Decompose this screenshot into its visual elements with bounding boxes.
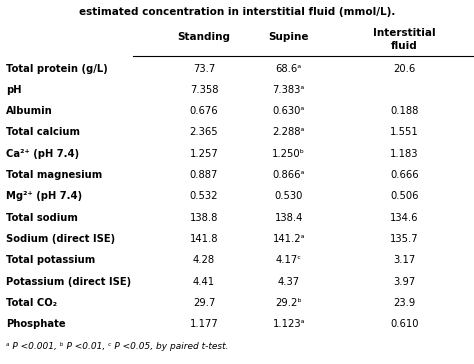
Text: 141.2ᵃ: 141.2ᵃ — [273, 234, 305, 244]
Text: pH: pH — [6, 85, 22, 95]
Text: 23.9: 23.9 — [393, 298, 415, 308]
Text: 1.551: 1.551 — [390, 127, 419, 138]
Text: 0.188: 0.188 — [390, 106, 419, 116]
Text: Albumin: Albumin — [6, 106, 53, 116]
Text: 2.365: 2.365 — [190, 127, 219, 138]
Text: 3.17: 3.17 — [393, 255, 415, 265]
Text: 4.41: 4.41 — [193, 277, 215, 286]
Text: Interstitial
fluid: Interstitial fluid — [373, 28, 436, 51]
Text: 0.630ᵃ: 0.630ᵃ — [273, 106, 305, 116]
Text: 3.97: 3.97 — [393, 277, 415, 286]
Text: 1.177: 1.177 — [190, 319, 219, 329]
Text: 135.7: 135.7 — [390, 234, 419, 244]
Text: 4.28: 4.28 — [193, 255, 215, 265]
Text: 0.506: 0.506 — [390, 191, 419, 201]
Text: 141.8: 141.8 — [190, 234, 218, 244]
Text: 7.383ᵃ: 7.383ᵃ — [273, 85, 305, 95]
Text: 0.866ᵃ: 0.866ᵃ — [273, 170, 305, 180]
Text: Total magnesium: Total magnesium — [6, 170, 102, 180]
Text: 68.6ᵃ: 68.6ᵃ — [276, 64, 302, 74]
Text: 4.37: 4.37 — [278, 277, 300, 286]
Text: 1.183: 1.183 — [390, 149, 419, 159]
Text: 29.7: 29.7 — [193, 298, 215, 308]
Text: 1.250ᵇ: 1.250ᵇ — [273, 149, 305, 159]
Text: 0.610: 0.610 — [390, 319, 419, 329]
Text: 0.887: 0.887 — [190, 170, 218, 180]
Text: 29.2ᵇ: 29.2ᵇ — [275, 298, 302, 308]
Text: Ca²⁺ (pH 7.4): Ca²⁺ (pH 7.4) — [6, 149, 79, 159]
Text: 138.8: 138.8 — [190, 213, 218, 223]
Text: Total CO₂: Total CO₂ — [6, 298, 57, 308]
Text: 1.123ᵃ: 1.123ᵃ — [273, 319, 305, 329]
Text: Phosphate: Phosphate — [6, 319, 66, 329]
Text: 20.6: 20.6 — [393, 64, 415, 74]
Text: Sodium (direct ISE): Sodium (direct ISE) — [6, 234, 115, 244]
Text: Potassium (direct ISE): Potassium (direct ISE) — [6, 277, 131, 286]
Text: 7.358: 7.358 — [190, 85, 218, 95]
Text: 0.676: 0.676 — [190, 106, 219, 116]
Text: 1.257: 1.257 — [190, 149, 219, 159]
Text: Total potassium: Total potassium — [6, 255, 95, 265]
Text: Total sodium: Total sodium — [6, 213, 78, 223]
Text: 0.532: 0.532 — [190, 191, 218, 201]
Text: 2.288ᵃ: 2.288ᵃ — [273, 127, 305, 138]
Text: estimated concentration in interstitial fluid (mmol/L).: estimated concentration in interstitial … — [79, 7, 395, 17]
Text: 134.6: 134.6 — [390, 213, 419, 223]
Text: 73.7: 73.7 — [193, 64, 215, 74]
Text: ᵃ P <0.001, ᵇ P <0.01, ᶜ P <0.05, by paired t-test.: ᵃ P <0.001, ᵇ P <0.01, ᶜ P <0.05, by pai… — [6, 343, 228, 351]
Text: Standing: Standing — [178, 32, 230, 42]
Text: 4.17ᶜ: 4.17ᶜ — [276, 255, 302, 265]
Text: 0.530: 0.530 — [274, 191, 303, 201]
Text: 138.4: 138.4 — [274, 213, 303, 223]
Text: Total protein (g/L): Total protein (g/L) — [6, 64, 108, 74]
Text: Mg²⁺ (pH 7.4): Mg²⁺ (pH 7.4) — [6, 191, 82, 201]
Text: Supine: Supine — [269, 32, 309, 42]
Text: Total calcium: Total calcium — [6, 127, 80, 138]
Text: 0.666: 0.666 — [390, 170, 419, 180]
